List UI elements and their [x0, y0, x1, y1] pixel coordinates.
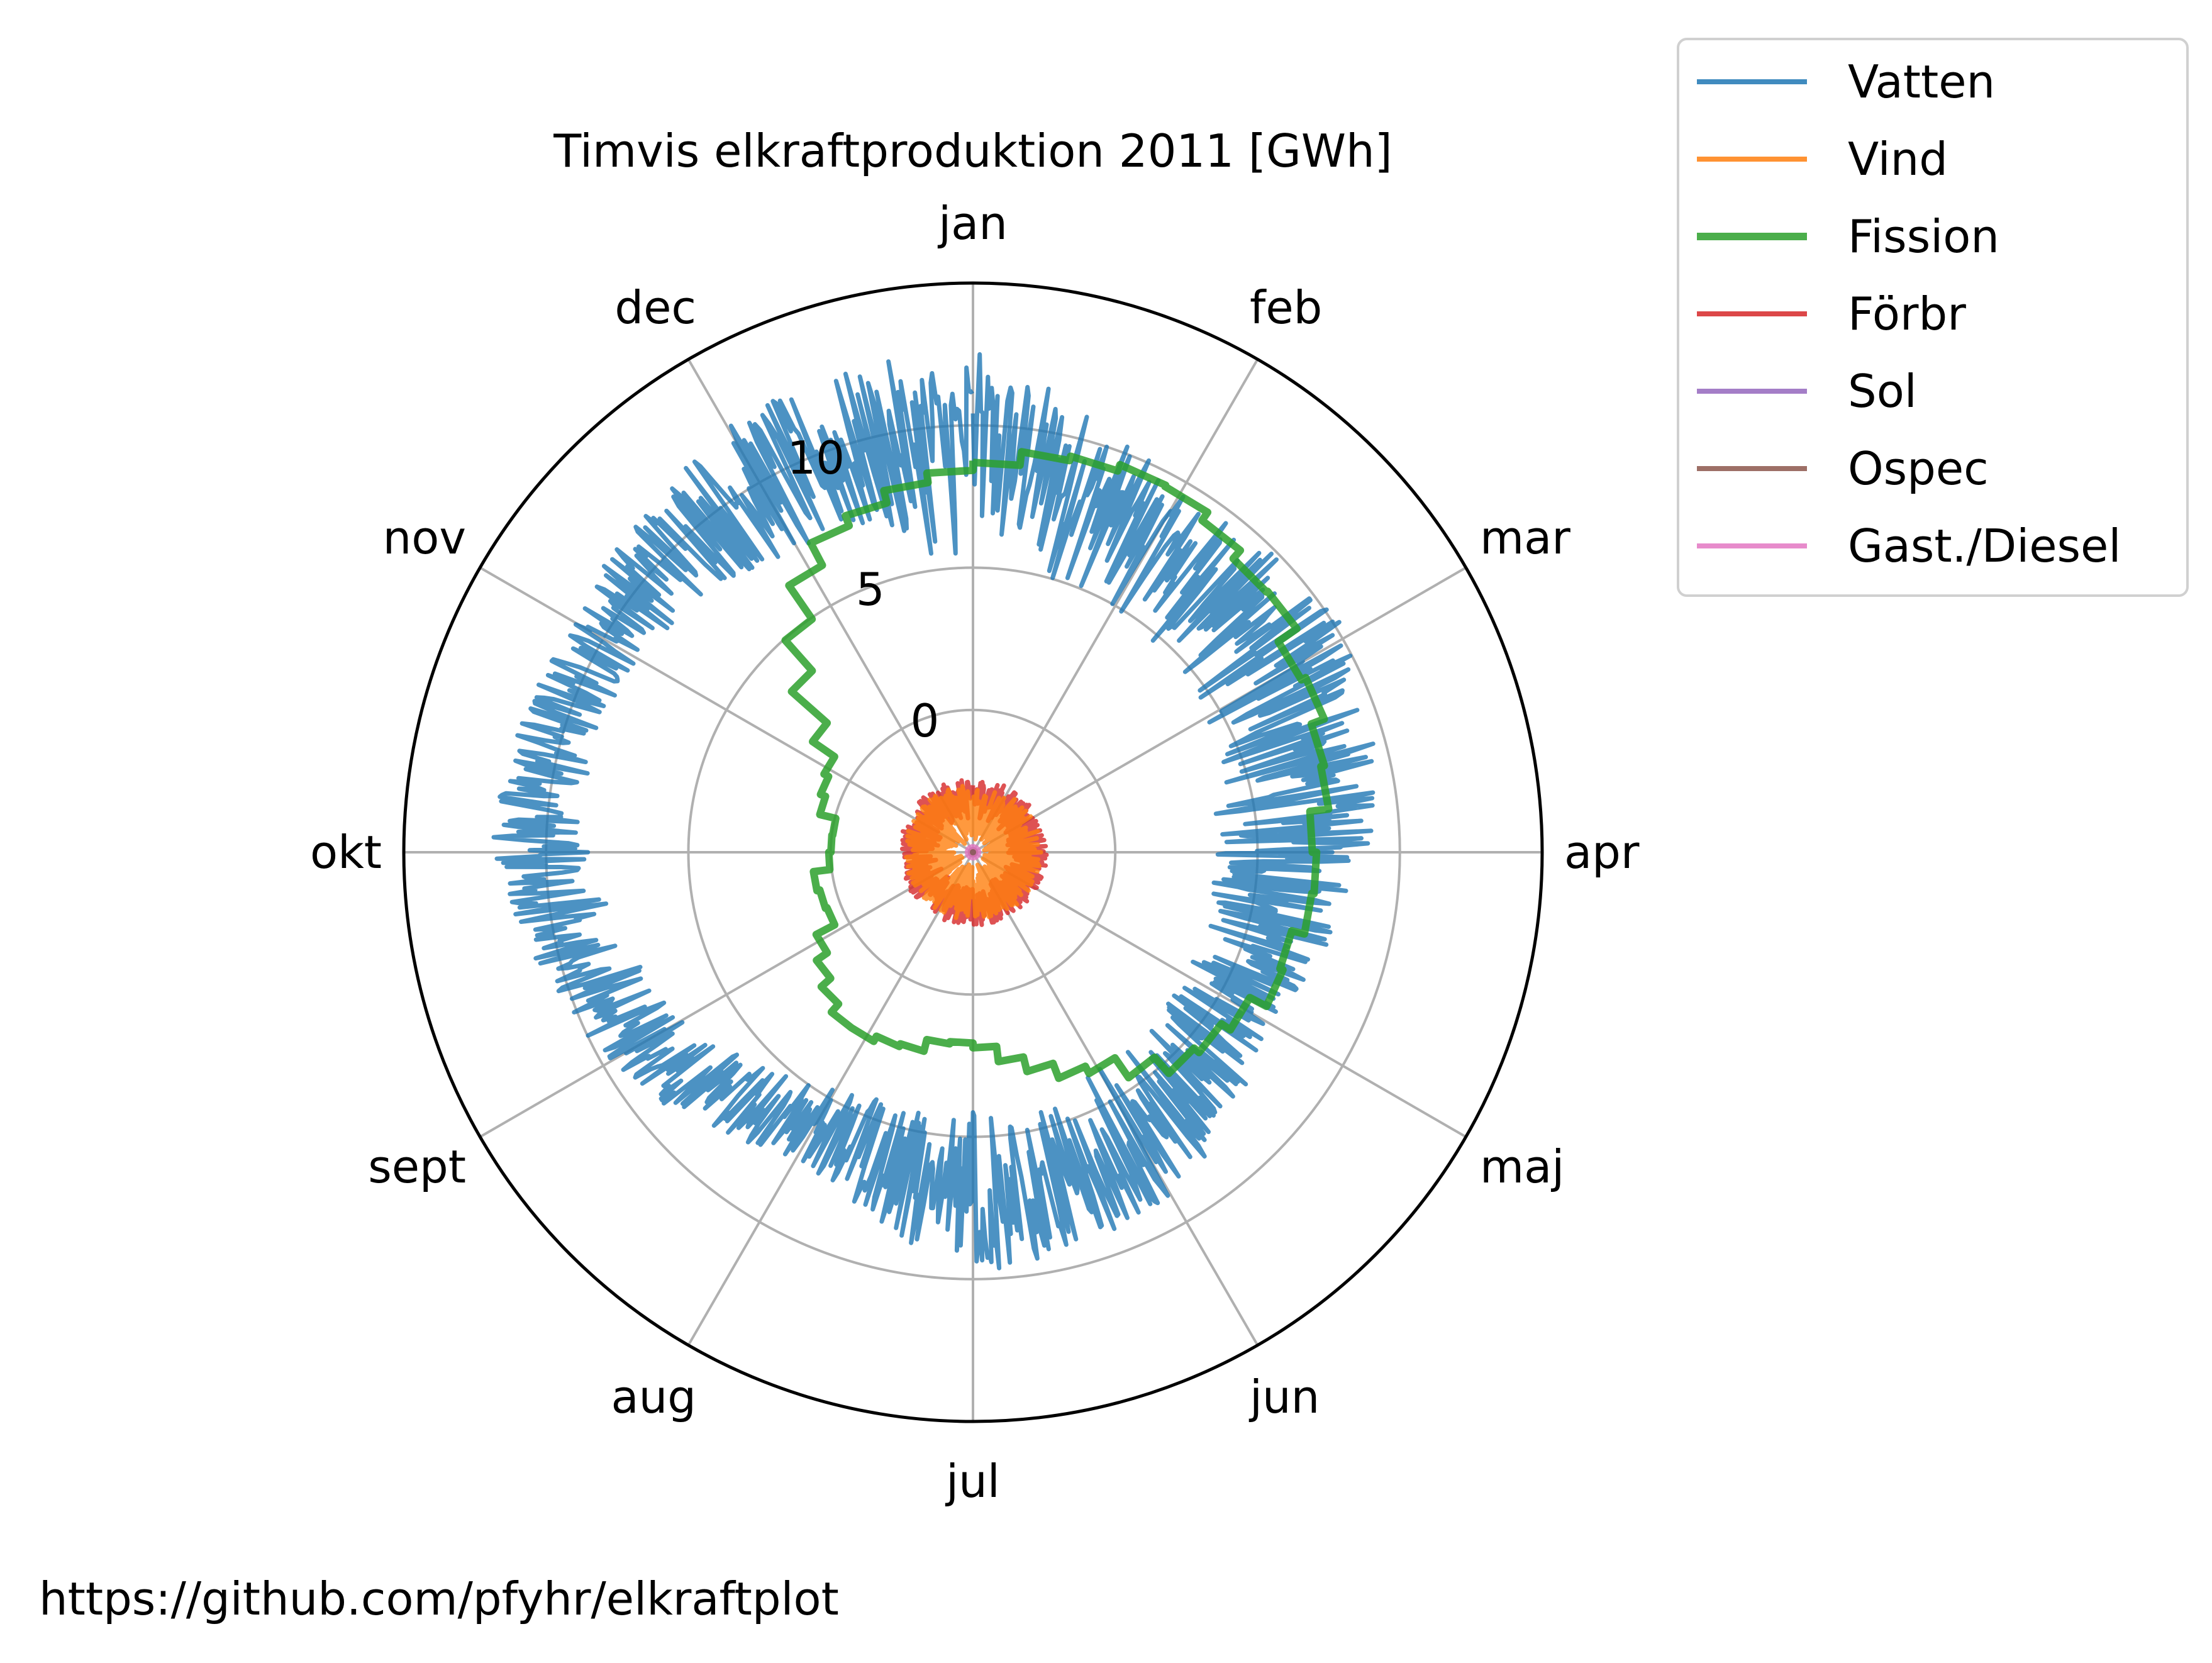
source-url[interactable]: https://github.com/pfyhr/elkraftplot: [39, 1572, 839, 1625]
legend-label: Vatten: [1848, 55, 1995, 108]
series-vind: [904, 784, 1043, 920]
polar-frame: [402, 281, 1544, 1423]
month-label-feb: feb: [1250, 281, 1322, 334]
legend-label: Förbr: [1848, 287, 1966, 340]
month-label-sept: sept: [368, 1140, 466, 1193]
month-label-jun: jun: [1248, 1371, 1320, 1423]
angular-gridline: [972, 359, 1259, 853]
month-label-mar: mar: [1480, 511, 1570, 564]
angular-gridline: [972, 566, 1467, 854]
series-ospec: [968, 847, 978, 857]
legend-label: Vind: [1848, 133, 1948, 186]
legend-frame: [1677, 38, 2189, 597]
radial-tick-labels: 0 5 10: [787, 431, 939, 747]
radial-tick-label: 0: [911, 694, 940, 747]
angular-labels: jan feb mar apr maj jun jul aug sept okt nov dec: [310, 197, 1640, 1508]
angular-gridline: [479, 851, 974, 1138]
legend-label: Sol: [1848, 365, 1917, 418]
angular-gridline: [479, 566, 974, 854]
legend-label: Fission: [1848, 210, 1999, 263]
series-layer: [491, 352, 1376, 1271]
polar-grid: [402, 281, 1544, 1423]
month-label-dec: dec: [614, 281, 696, 334]
month-label-aug: aug: [611, 1371, 696, 1423]
month-label-jan: jan: [937, 197, 1008, 250]
series-fission: [781, 448, 1333, 1082]
month-label-nov: nov: [383, 511, 466, 564]
month-label-okt: okt: [310, 826, 382, 879]
chart-title: Timvis elkraftproduktion 2011 [GWh]: [553, 125, 1392, 177]
series-vatten: [491, 352, 1376, 1271]
legend-label: Gast./Diesel: [1848, 520, 2121, 572]
legend-label: Ospec: [1848, 442, 1989, 495]
radial-tick-label: 10: [787, 431, 845, 484]
month-label-jul: jul: [945, 1455, 1000, 1508]
angular-gridline: [972, 851, 1467, 1138]
month-label-apr: apr: [1564, 826, 1640, 879]
series-gast-diesel: [964, 843, 982, 861]
legend: Vatten Vind Fission Förbr Sol Ospec Gast./Dies…: [1677, 38, 2189, 597]
month-label-maj: maj: [1480, 1140, 1564, 1193]
radial-tick-label: 5: [856, 563, 885, 616]
